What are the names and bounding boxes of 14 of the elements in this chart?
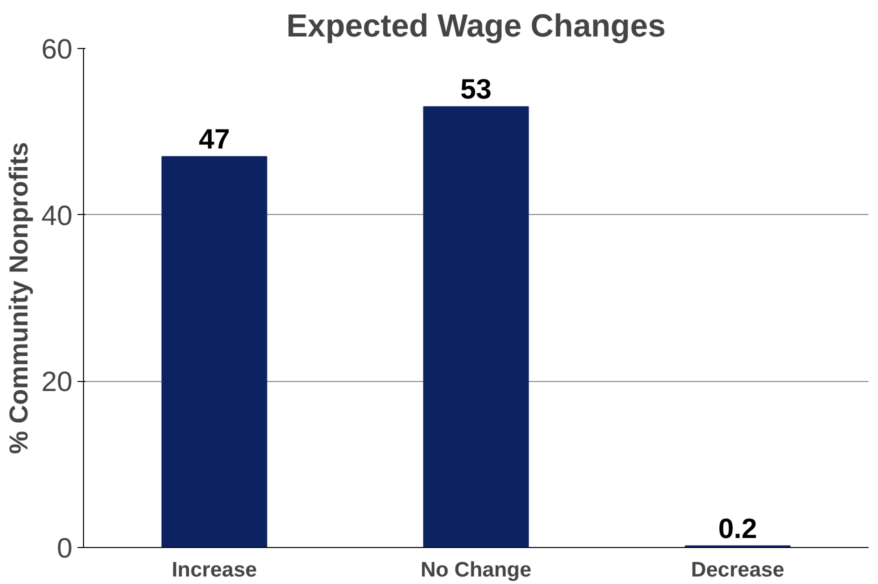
y-tick-label: 0 xyxy=(56,532,73,564)
x-tick-label: No Change xyxy=(420,558,532,582)
y-tick-label: 40 xyxy=(41,200,73,231)
x-tick-label: Increase xyxy=(172,558,257,582)
x-tick-label: Decrease xyxy=(690,558,784,582)
bar xyxy=(423,106,529,548)
y-axis-title: % Community Nonprofits xyxy=(3,142,34,454)
y-tick-label: 20 xyxy=(41,366,73,398)
data-label: 47 xyxy=(198,124,230,155)
chart-title: Expected Wage Changes xyxy=(286,8,666,44)
bar xyxy=(162,156,268,548)
y-tick-label: 60 xyxy=(41,34,73,64)
data-label: 53 xyxy=(460,74,492,105)
data-label: 0.2 xyxy=(718,512,758,544)
